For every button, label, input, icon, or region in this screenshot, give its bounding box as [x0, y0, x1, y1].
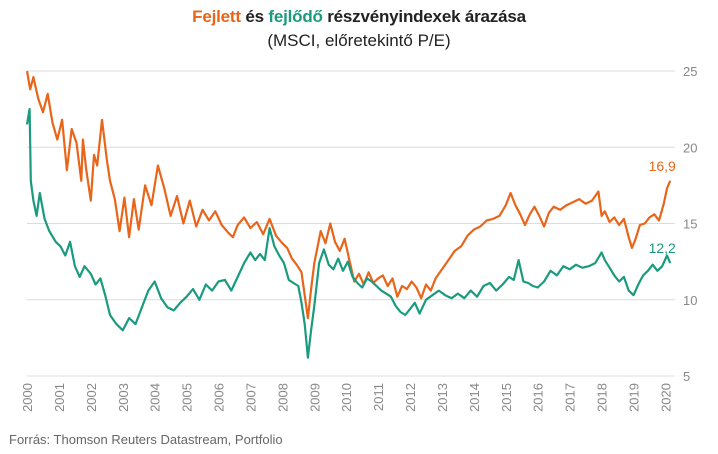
- x-axis-ticks: 2000 2001 2002 2003 2004 2005 2006 2007 2008 2009…: [20, 383, 673, 412]
- x-tick-label: 2015: [499, 383, 514, 412]
- x-tick-label: 2008: [275, 383, 290, 412]
- x-tick-label: 2001: [52, 383, 67, 412]
- title-part: részvényindexek árazása: [322, 7, 526, 26]
- series-line-1: [25, 108, 672, 359]
- title-part: és: [240, 7, 269, 26]
- series-lines: [25, 70, 672, 359]
- series-end-labels: 16,9 12,2: [649, 158, 676, 256]
- x-tick-label: 2006: [212, 383, 227, 412]
- title-part: Fejlett: [192, 7, 241, 26]
- x-tick-label: 2013: [435, 383, 450, 412]
- x-tick-label: 2000: [20, 383, 35, 412]
- y-tick-label: 20: [683, 140, 697, 155]
- x-tick-label: 2012: [403, 383, 418, 412]
- chart-title: Fejlett és fejlődő részvényindexek árazá…: [0, 7, 718, 27]
- source-note: Forrás: Thomson Reuters Datastream, Port…: [9, 432, 283, 447]
- title-part: fejlődő: [268, 7, 323, 26]
- x-tick-label: 2004: [148, 383, 163, 412]
- x-tick-label: 2014: [467, 383, 482, 412]
- y-axis-ticks: 25 20 15 10 5: [683, 64, 697, 384]
- gridlines: [27, 70, 675, 377]
- x-tick-label: 2011: [371, 383, 386, 411]
- x-tick-label: 2002: [84, 383, 99, 412]
- x-tick-label: 2003: [116, 383, 131, 412]
- x-tick-label: 2005: [180, 383, 195, 412]
- x-tick-label: 2016: [531, 383, 546, 412]
- x-tick-label: 2009: [307, 383, 322, 412]
- series-end-label: 16,9: [649, 158, 676, 174]
- chart-subtitle: (MSCI, előretekintő P/E): [267, 31, 451, 50]
- y-tick-label: 5: [683, 369, 690, 384]
- series-line-0: [25, 70, 672, 320]
- x-tick-label: 2017: [563, 383, 578, 412]
- x-tick-label: 2018: [595, 383, 610, 412]
- series-end-label: 12,2: [649, 240, 676, 256]
- x-tick-label: 2019: [627, 383, 642, 412]
- x-tick-label: 2007: [243, 383, 258, 412]
- y-tick-label: 25: [683, 64, 697, 79]
- y-tick-label: 15: [683, 217, 697, 232]
- x-tick-label: 2020: [658, 383, 673, 412]
- y-tick-label: 10: [683, 293, 697, 308]
- x-tick-label: 2010: [339, 383, 354, 412]
